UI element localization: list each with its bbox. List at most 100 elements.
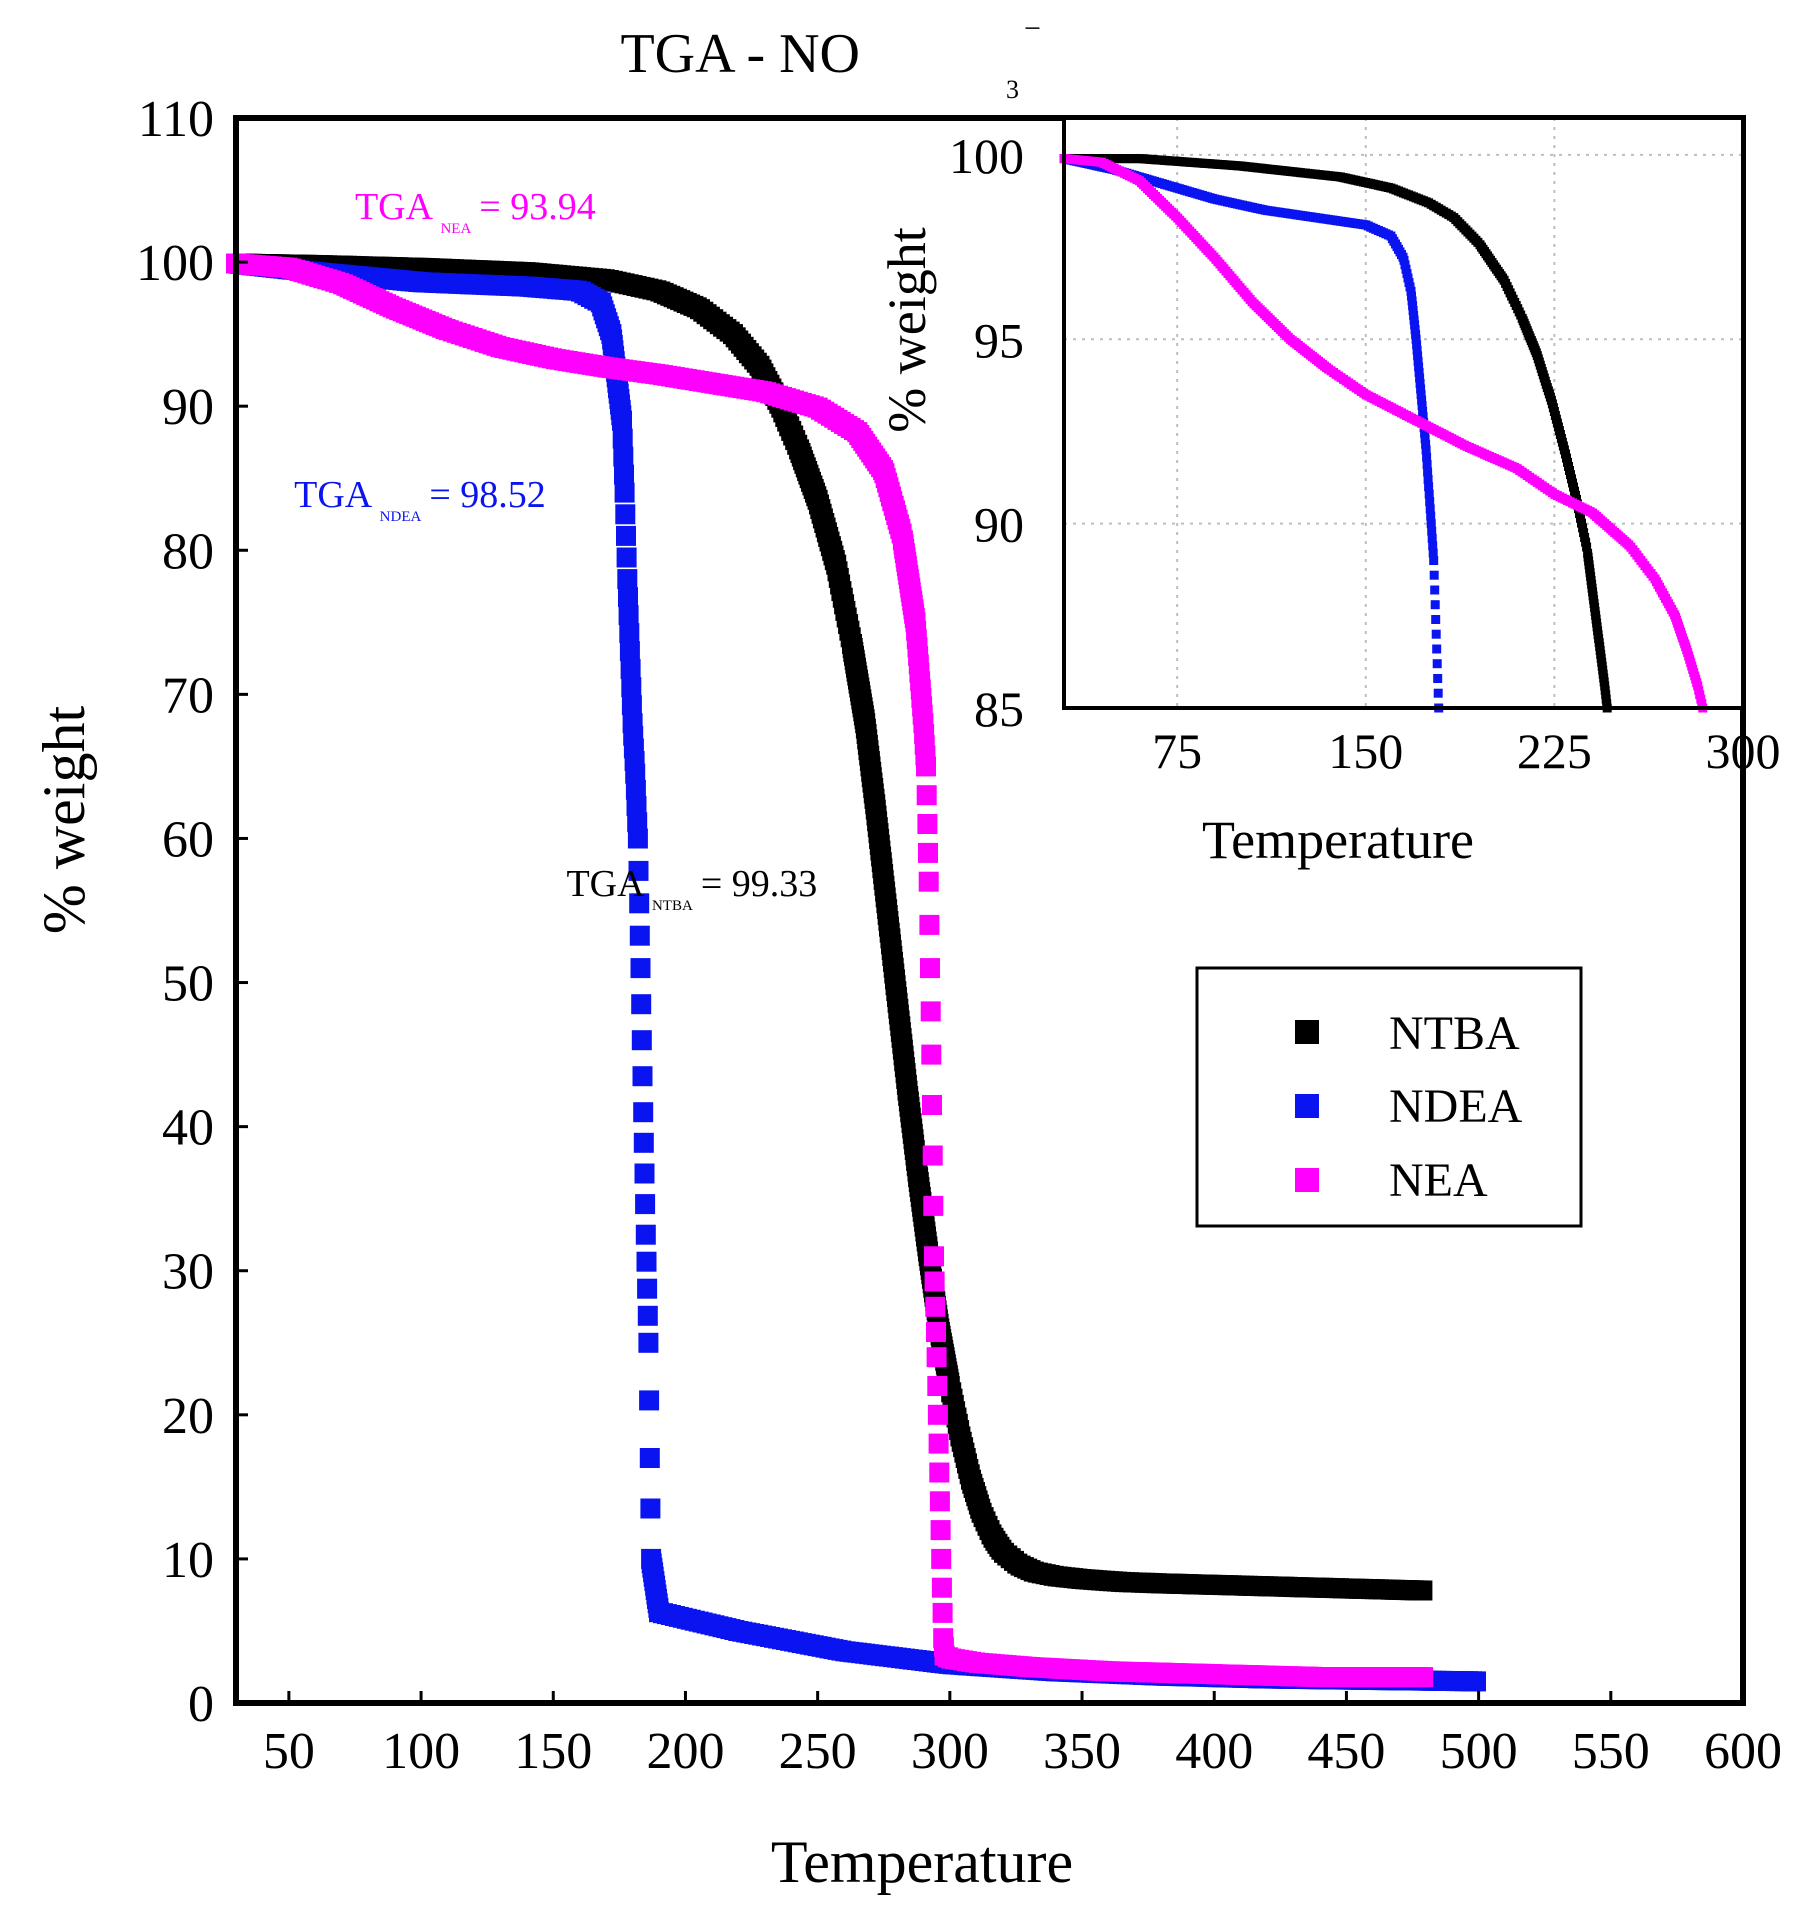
inset-data-point-ndea bbox=[1422, 452, 1432, 462]
main-y-tick-label: 20 bbox=[162, 1388, 214, 1445]
main-y-tick-label: 100 bbox=[136, 235, 214, 292]
main-data-point-ndea bbox=[615, 504, 636, 525]
main-data-point-ndea bbox=[613, 446, 634, 467]
main-data-point-nea bbox=[932, 1602, 953, 1623]
inset-data-point-ntba bbox=[1579, 528, 1589, 538]
inset-data-point-ndea bbox=[1407, 291, 1416, 301]
main-data-point-ntba bbox=[1412, 1580, 1433, 1601]
inset-data-point-ndea bbox=[1433, 674, 1443, 683]
main-data-point-ndea bbox=[630, 958, 651, 979]
main-data-point-nea bbox=[920, 958, 940, 979]
inset-x-tick-label: 75 bbox=[1152, 723, 1202, 779]
inset-data-point-ndea bbox=[1423, 474, 1433, 484]
main-data-point-ndea bbox=[616, 525, 636, 546]
inset-y-axis: 85 90 95 100 bbox=[949, 128, 1024, 737]
main-data-point-ndea bbox=[621, 677, 642, 698]
main-x-tick-label: 600 bbox=[1704, 1723, 1782, 1780]
main-series-layer bbox=[226, 253, 1486, 1692]
annotation-label: TGA bbox=[566, 863, 652, 905]
main-data-point-nea bbox=[926, 1347, 947, 1368]
inset-data-point-ndea bbox=[1430, 600, 1440, 610]
inset-data-point-ndea bbox=[1426, 519, 1436, 529]
annotation-label: TGA bbox=[355, 186, 441, 228]
main-series-nea bbox=[226, 253, 1434, 1688]
main-data-point-nea bbox=[918, 871, 939, 892]
main-data-point-nea bbox=[918, 842, 938, 863]
legend-label-ndea: NDEA bbox=[1389, 1080, 1523, 1133]
main-data-point-nea bbox=[928, 1433, 949, 1454]
main-data-point-ndea bbox=[619, 641, 640, 662]
inset-data-point-ndea bbox=[1418, 406, 1428, 416]
main-data-point-nea bbox=[926, 1322, 946, 1342]
annotation-value: = 93.94 bbox=[479, 186, 595, 228]
inset-data-point-ndea bbox=[1413, 351, 1423, 361]
inset-data-point-ndea bbox=[1428, 541, 1438, 551]
main-data-point-nea bbox=[927, 1376, 948, 1396]
inset-data-point-ndea bbox=[1424, 489, 1434, 499]
main-y-axis: 0 10 20 30 40 50 60 70 80 90 100 110 bbox=[136, 91, 248, 1733]
main-y-tick-label: 10 bbox=[162, 1532, 214, 1589]
inset-y-axis-label: % weight bbox=[877, 227, 937, 432]
inset-data-point-ntba bbox=[1575, 509, 1584, 518]
inset-data-point-ndea bbox=[1414, 362, 1424, 372]
main-x-axis: 50 100 150 200 250 300 350 400 450 500 550 600 bbox=[263, 1691, 1782, 1780]
annotation-value: = 99.33 bbox=[701, 863, 817, 905]
inset-data-point-ndea bbox=[1428, 548, 1438, 558]
inset-plot-frame bbox=[1062, 116, 1745, 710]
main-chart: 0 10 20 30 40 50 60 70 80 90 100 110 50 100 150 200 250… bbox=[31, 91, 1782, 1895]
main-x-tick-label: 250 bbox=[779, 1723, 857, 1780]
inset-data-point-ndea bbox=[1429, 556, 1439, 565]
inset-x-axis: 75 150 225 300 bbox=[1152, 723, 1780, 779]
main-x-axis-label: Temperature bbox=[771, 1829, 1073, 1895]
legend-marker-ndea bbox=[1295, 1094, 1319, 1118]
inset-y-tick-label: 90 bbox=[974, 497, 1024, 553]
inset-data-point-ndea bbox=[1418, 412, 1428, 422]
inset-data-point-ndea bbox=[1429, 570, 1439, 580]
main-data-point-ndea bbox=[635, 1194, 656, 1215]
main-data-point-ndea bbox=[628, 860, 649, 881]
main-x-tick-label: 550 bbox=[1572, 1723, 1650, 1780]
inset-data-point-ntba bbox=[1578, 523, 1588, 533]
inset-data-point-ntba bbox=[1576, 513, 1585, 523]
inset-data-point-ndea bbox=[1414, 367, 1424, 377]
main-y-tick-label: 50 bbox=[162, 956, 214, 1013]
inset-data-point-ntba bbox=[1577, 518, 1586, 528]
main-data-point-nea bbox=[931, 1577, 952, 1598]
inset-data-point-ndea bbox=[1412, 340, 1422, 350]
legend: NTBA NDEA NEA bbox=[1195, 966, 1583, 1228]
inset-data-point-ndea bbox=[1430, 585, 1440, 595]
annotation-subscript: NDEA bbox=[380, 509, 422, 525]
inset-data-point-ndea bbox=[1407, 296, 1417, 306]
legend-label-nea: NEA bbox=[1389, 1154, 1488, 1207]
main-data-point-ndea bbox=[625, 763, 646, 784]
inset-chart: 85 90 95 100 75 150 225 300 Temperature % weig… bbox=[877, 116, 1781, 870]
main-y-tick-label: 70 bbox=[162, 667, 214, 724]
inset-data-point-ntba bbox=[1582, 542, 1592, 552]
main-data-point-nea bbox=[917, 814, 938, 834]
inset-data-point-ndea bbox=[1411, 334, 1421, 344]
main-data-point-ndea bbox=[618, 587, 638, 608]
inset-data-point-ndea bbox=[1422, 460, 1432, 470]
inset-series-nea bbox=[1059, 154, 1708, 713]
main-data-point-ndea bbox=[626, 796, 647, 816]
inset-data-point-ndea bbox=[1417, 395, 1427, 405]
inset-data-point-ndea bbox=[1427, 533, 1437, 543]
main-data-point-nea bbox=[919, 914, 940, 935]
inset-data-point-ndea bbox=[1409, 310, 1419, 320]
main-plot-frame bbox=[233, 115, 1746, 1706]
inset-data-point-ndea bbox=[1423, 467, 1433, 477]
inset-data-point-ndea bbox=[1431, 629, 1441, 639]
main-data-point-ndea bbox=[637, 1278, 658, 1299]
main-annotations: TGA NEA = 93.94 TGA NDEA = 98.52 TGA NTBA = 9… bbox=[294, 186, 817, 914]
inset-x-tick-label: 300 bbox=[1706, 723, 1781, 779]
main-y-tick-label: 60 bbox=[162, 811, 214, 868]
annotation-subscript: NEA bbox=[440, 221, 471, 237]
main-data-point-nea bbox=[931, 1548, 952, 1569]
inset-data-point-ndea bbox=[1432, 644, 1442, 654]
main-data-point-nea bbox=[925, 1296, 946, 1317]
inset-data-point-ndea bbox=[1413, 356, 1423, 366]
main-x-tick-label: 450 bbox=[1307, 1723, 1385, 1780]
main-data-point-ndea bbox=[639, 1448, 660, 1468]
inset-data-point-ndea bbox=[1416, 390, 1426, 400]
main-data-point-ndea bbox=[629, 925, 650, 946]
